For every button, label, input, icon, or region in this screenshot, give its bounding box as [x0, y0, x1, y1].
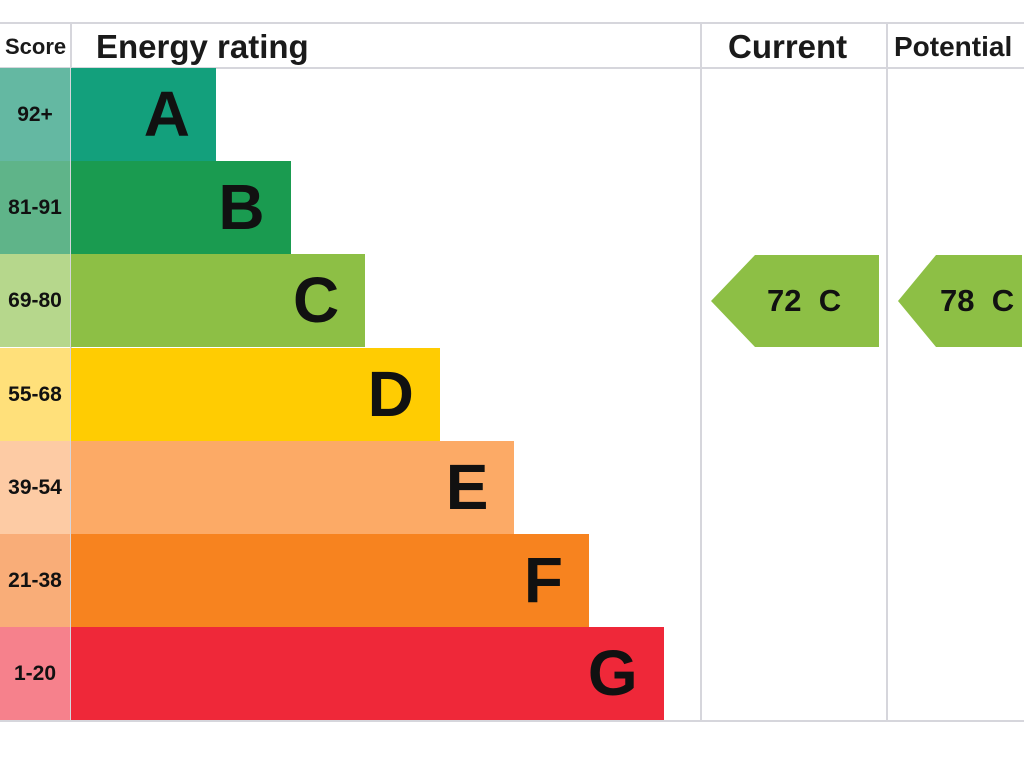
- rating-letter: A: [143, 78, 190, 150]
- grid-line-top: [0, 22, 1024, 24]
- rating-bar-e: E: [71, 440, 515, 534]
- rating-letter: C: [292, 264, 340, 337]
- score-range-e: 39-54: [0, 440, 70, 534]
- score-range-f: 21-38: [0, 534, 70, 627]
- header-potential: Potential: [894, 31, 1013, 62]
- grid-line-header: [0, 67, 1024, 69]
- rating-bar-f: F: [71, 534, 589, 627]
- grid-line-current: [700, 22, 702, 722]
- current-arrow-shape: [711, 255, 879, 348]
- score-range-d: 55-68: [0, 347, 70, 441]
- header-energy-rating: Energy rating: [96, 28, 309, 65]
- rating-bar-a: A: [71, 68, 216, 161]
- rating-letter: E: [445, 450, 489, 523]
- grid-line-bottom: [0, 720, 1024, 722]
- rating-bar-g: G: [71, 627, 664, 721]
- potential-arrow-shape: [898, 255, 1022, 348]
- current-rating-arrow: 72 C: [711, 255, 879, 348]
- rating-letter: B: [218, 171, 265, 244]
- rating-letter: G: [587, 637, 638, 710]
- header-score: Score: [5, 34, 67, 59]
- score-range-b: 81-91: [0, 161, 70, 255]
- score-range-c: 69-80: [0, 254, 70, 348]
- rating-letter: D: [367, 357, 414, 430]
- rating-bar-d: D: [71, 347, 440, 441]
- score-range-a: 92+: [0, 68, 70, 161]
- potential-rating-arrow: 78 C: [898, 255, 1022, 348]
- rating-bar-c: C: [71, 254, 366, 348]
- header-current: Current: [728, 28, 848, 65]
- rating-bar-b: B: [71, 161, 291, 255]
- current-rating-label: 72 C: [767, 283, 842, 319]
- score-range-g: 1-20: [0, 627, 70, 721]
- rating-letter: F: [523, 544, 563, 616]
- potential-rating-label: 78 C: [940, 283, 1015, 319]
- grid-line-potential: [886, 22, 888, 722]
